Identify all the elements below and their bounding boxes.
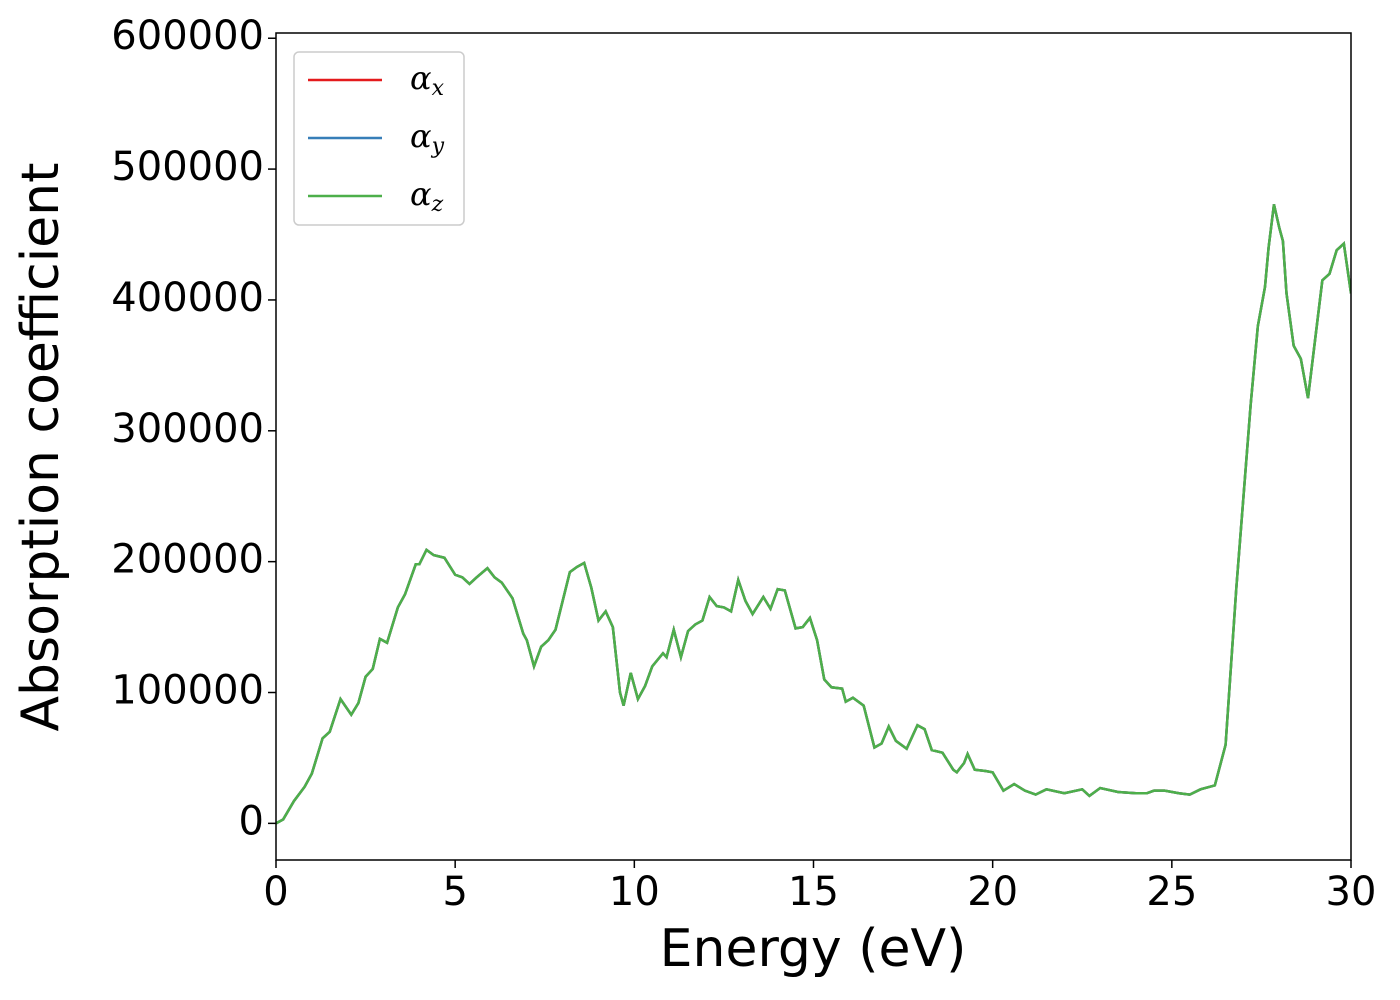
y-tick-label: 400000 xyxy=(111,275,264,321)
y-tick-label: 600000 xyxy=(111,13,264,59)
legend-label: αz xyxy=(410,175,444,218)
y-tick-label: 0 xyxy=(239,798,264,844)
x-tick-label: 5 xyxy=(442,869,467,915)
y-tick-label: 300000 xyxy=(111,406,264,452)
x-tick-label: 20 xyxy=(967,869,1018,915)
legend-label: αy xyxy=(410,117,445,160)
x-tick-label: 15 xyxy=(788,869,839,915)
x-tick-label: 25 xyxy=(1146,869,1197,915)
plot-frame xyxy=(275,32,1352,861)
y-tick-label: 200000 xyxy=(111,537,264,583)
line xyxy=(276,204,1351,825)
x-tick-label: 0 xyxy=(263,869,288,915)
x-axis-label: Energy (eV) xyxy=(660,919,967,979)
legend-label: αx xyxy=(410,59,445,102)
x-tick-label: 30 xyxy=(1326,869,1377,915)
y-tick-label: 500000 xyxy=(111,144,264,190)
line xyxy=(276,204,1351,825)
line xyxy=(276,204,1351,825)
y-axis-label: Absorption coefficient xyxy=(11,162,71,731)
y-tick-label: 100000 xyxy=(111,668,264,714)
x-tick-label: 10 xyxy=(609,869,660,915)
